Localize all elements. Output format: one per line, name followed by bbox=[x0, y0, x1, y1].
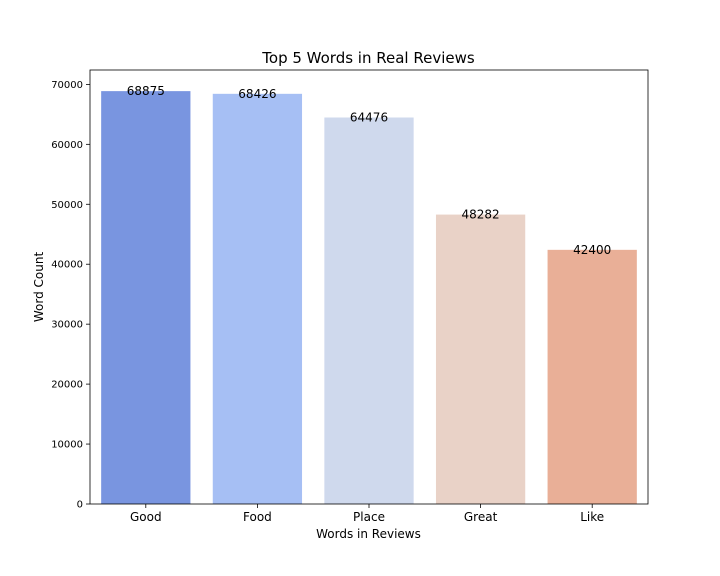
data-label-food: 68426 bbox=[238, 87, 276, 101]
x-axis-label: Words in Reviews bbox=[316, 527, 421, 541]
data-label-place: 64476 bbox=[350, 111, 388, 125]
data-label-good: 68875 bbox=[127, 84, 165, 98]
y-tick-label: 60000 bbox=[51, 140, 83, 151]
bar-great bbox=[435, 214, 526, 504]
y-axis-label: Word Count bbox=[32, 252, 46, 323]
bar-good bbox=[101, 91, 191, 504]
y-tick-label: 50000 bbox=[51, 200, 83, 211]
bar-like bbox=[547, 249, 637, 504]
x-tick-label-like: Like bbox=[580, 510, 604, 524]
data-labels: 68875 68426 64476 48282 42400 bbox=[127, 84, 612, 257]
bar-food bbox=[212, 93, 303, 504]
y-tick-label: 0 bbox=[77, 500, 83, 511]
y-tick-label: 10000 bbox=[51, 440, 83, 451]
y-axis: 0 10000 20000 30000 40000 50000 60000 70000 bbox=[51, 80, 90, 511]
y-tick-label: 40000 bbox=[51, 260, 83, 271]
bar-place bbox=[324, 117, 414, 505]
data-label-great: 48282 bbox=[462, 208, 500, 222]
x-tick-label-good: Good bbox=[130, 510, 162, 524]
chart-title: Top 5 Words in Real Reviews bbox=[261, 49, 475, 67]
x-tick-label-great: Great bbox=[464, 510, 498, 524]
x-tick-label-food: Food bbox=[243, 510, 272, 524]
bars bbox=[101, 91, 637, 505]
x-tick-label-place: Place bbox=[353, 510, 385, 524]
y-tick-label: 20000 bbox=[51, 380, 83, 391]
x-axis: Good Food Place Great Like bbox=[130, 504, 604, 524]
data-label-like: 42400 bbox=[573, 243, 611, 257]
y-tick-label: 70000 bbox=[51, 80, 83, 91]
plot-area: 68875 68426 64476 48282 42400 bbox=[89, 69, 649, 505]
y-tick-label: 30000 bbox=[51, 320, 83, 331]
